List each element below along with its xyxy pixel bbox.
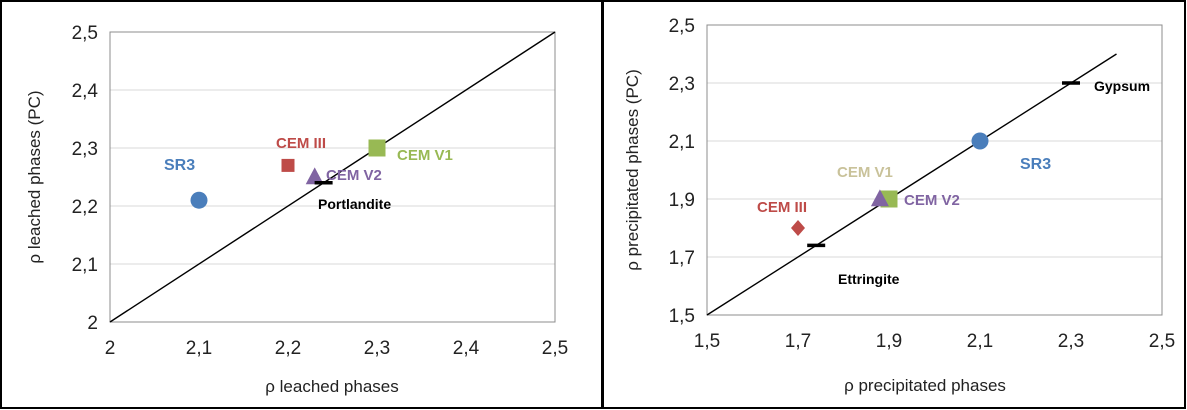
y-tick-label: 1,7 — [669, 248, 695, 269]
chart-precipitated: 1,5 1,7 1,9 2,1 2,3 2,5 1,5 1,7 1,9 2,1 2,3 2,5 ρ … — [623, 16, 1175, 395]
x-tick-label: 2,1 — [967, 331, 993, 352]
point-cem-v1 — [368, 139, 386, 157]
y-tick-label: 2,4 — [72, 81, 99, 102]
y-tick-label: 2,2 — [72, 197, 98, 218]
label-cem-v1: CEM V1 — [397, 147, 453, 164]
y-tick-label: 1,9 — [669, 190, 695, 211]
label-sr3: SR3 — [164, 157, 195, 174]
point-sr3 — [190, 191, 208, 209]
point-cem-v2 — [870, 189, 889, 207]
x-axis-label: ρ leached phases — [265, 377, 399, 396]
point-cem-v2 — [305, 167, 324, 185]
label-cem-iii: CEM III — [757, 199, 807, 216]
right-panel-frame — [602, 0, 1186, 409]
grid-lines — [707, 82, 1162, 258]
label-sr3: SR3 — [1020, 156, 1051, 173]
point-sr3 — [971, 132, 989, 150]
point-cem-iii — [281, 158, 295, 172]
label-cem-v1: CEM V1 — [837, 164, 893, 181]
y-tick-labels: 1,5 1,7 1,9 2,1 2,3 2,5 — [669, 16, 695, 327]
plot-area-border — [109, 31, 556, 323]
x-tick-label: 2 — [105, 338, 116, 359]
x-tick-label: 1,7 — [785, 331, 811, 352]
label-portlandite: Portlandite — [318, 196, 391, 212]
label-ettringite: Ettringite — [838, 271, 900, 287]
x-axis-label: ρ precipitated phases — [844, 376, 1006, 395]
y-tick-label: 2,3 — [72, 139, 98, 160]
x-tick-labels: 2 2,1 2,2 2,3 2,4 2,5 — [105, 338, 569, 359]
y-tick-label: 2,1 — [72, 255, 98, 276]
label-gypsum: Gypsum — [1094, 78, 1150, 94]
x-tick-label: 2,5 — [542, 338, 568, 359]
x-tick-label: 2,2 — [275, 338, 301, 359]
chart-leached: 2 2,1 2,2 2,3 2,4 2,5 2 2,1 2,2 2,3 2,4 2,5 ρ leac… — [25, 23, 568, 396]
x-tick-labels: 1,5 1,7 1,9 2,1 2,3 2,5 — [694, 331, 1175, 352]
y-axis-label: ρ precipitated phases (PC) — [623, 69, 642, 271]
y-tick-label: 2,5 — [669, 16, 695, 37]
y-axis-label: ρ leached phases (PC) — [25, 90, 44, 263]
y-tick-label: 2 — [87, 313, 98, 334]
label-cem-v2: CEM V2 — [904, 192, 960, 209]
label-cem-v2: CEM V2 — [326, 167, 382, 184]
point-cem-iii — [791, 220, 805, 236]
chart-marks — [109, 31, 556, 323]
y-tick-label: 2,3 — [669, 74, 695, 95]
x-tick-label: 2,4 — [453, 338, 480, 359]
x-tick-label: 1,5 — [694, 331, 720, 352]
plot-area-border — [706, 24, 1163, 316]
x-tick-label: 2,3 — [1058, 331, 1084, 352]
x-tick-label: 2,1 — [186, 338, 212, 359]
x-tick-label: 1,9 — [876, 331, 902, 352]
grid-lines — [110, 89, 555, 265]
label-cem-iii: CEM III — [276, 135, 326, 152]
y-tick-label: 1,5 — [669, 306, 695, 327]
x-tick-label: 2,3 — [364, 338, 390, 359]
identity-line — [109, 31, 556, 323]
y-tick-label: 2,1 — [669, 132, 695, 153]
chart-marks — [706, 53, 1117, 316]
y-tick-label: 2,5 — [72, 23, 98, 44]
y-tick-labels: 2 2,1 2,2 2,3 2,4 2,5 — [72, 23, 99, 334]
x-tick-label: 2,5 — [1149, 331, 1175, 352]
identity-line — [706, 53, 1117, 316]
